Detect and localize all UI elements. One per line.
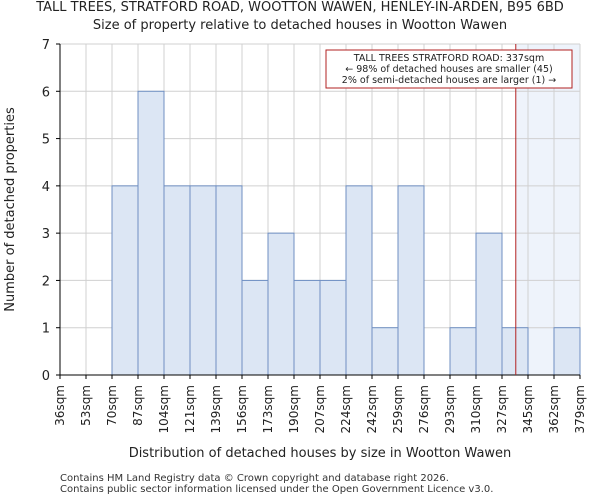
x-tick-label: 345sqm	[521, 385, 535, 433]
x-tick-label: 87sqm	[131, 385, 145, 426]
x-tick-label: 362sqm	[547, 385, 561, 433]
x-tick-label: 173sqm	[261, 385, 275, 433]
histogram-bar	[449, 327, 477, 376]
histogram-bar	[215, 185, 243, 376]
x-tick-label: 379sqm	[573, 385, 587, 433]
x-tick-label: 310sqm	[469, 385, 483, 433]
x-tick-label: 242sqm	[365, 385, 379, 433]
histogram-bar	[163, 185, 191, 376]
x-tick-label: 70sqm	[105, 385, 119, 426]
x-tick-label: 36sqm	[53, 385, 67, 426]
y-tick-label: 1	[42, 322, 50, 337]
x-tick-label: 276sqm	[417, 385, 431, 433]
bar-chart: 0 1 2 3 4 5 6 7 36sqm 53sqm 70sqm 87sqm 104sqm 121sqm…	[3, 38, 587, 461]
annotation-text: TALL TREES STRATFORD ROAD: 337sqm	[353, 53, 544, 64]
histogram-bar	[319, 279, 347, 376]
footer-copyright: Contains HM Land Registry data © Crown c…	[60, 473, 449, 484]
y-tick-label: 3	[42, 227, 50, 242]
histogram-bar	[345, 185, 373, 376]
histogram-bar	[137, 90, 165, 376]
histogram-bar	[189, 185, 217, 376]
footer-licence: Contains public sector information licen…	[60, 484, 494, 495]
y-tick-label: 6	[42, 85, 50, 100]
x-axis-title: Distribution of detached houses by size …	[129, 446, 512, 461]
histogram-bar	[475, 232, 503, 376]
x-tick-label: 190sqm	[287, 385, 301, 433]
annotation-text: 2% of semi-detached houses are larger (1…	[342, 75, 556, 86]
chart-subtitle: Size of property relative to detached ho…	[92, 18, 508, 33]
y-tick-label: 4	[42, 180, 50, 195]
x-tick-label: 53sqm	[79, 385, 93, 426]
x-tick-label: 259sqm	[391, 385, 405, 433]
histogram-bar	[397, 185, 425, 376]
x-tick-label: 224sqm	[339, 385, 353, 433]
x-tick-label: 121sqm	[183, 385, 197, 433]
x-tick-label: 104sqm	[157, 385, 171, 433]
histogram-bar	[241, 279, 269, 376]
histogram-bar	[293, 279, 321, 376]
histogram-bar	[371, 327, 399, 376]
x-tick-label: 156sqm	[235, 385, 249, 433]
x-tick-label: 327sqm	[495, 385, 509, 433]
y-tick-label: 2	[42, 274, 50, 289]
histogram-bar	[111, 185, 139, 376]
chart-title: TALL TREES, STRATFORD ROAD, WOOTTON WAWE…	[36, 0, 564, 15]
annotation-box	[325, 49, 573, 89]
y-tick-label: 7	[42, 38, 50, 53]
y-tick-label: 0	[42, 369, 50, 384]
y-axis-title: Number of detached properties	[3, 107, 18, 312]
histogram-bar	[267, 232, 295, 376]
annotation-text: ← 98% of detached houses are smaller (45…	[345, 64, 552, 75]
larger-region-shade	[515, 44, 580, 375]
x-tick-label: 139sqm	[209, 385, 223, 433]
x-tick-label: 207sqm	[313, 385, 327, 433]
x-tick-label: 293sqm	[443, 385, 457, 433]
y-tick-label: 5	[42, 133, 50, 148]
histogram-bar	[553, 327, 581, 376]
histogram-bar	[501, 327, 529, 376]
